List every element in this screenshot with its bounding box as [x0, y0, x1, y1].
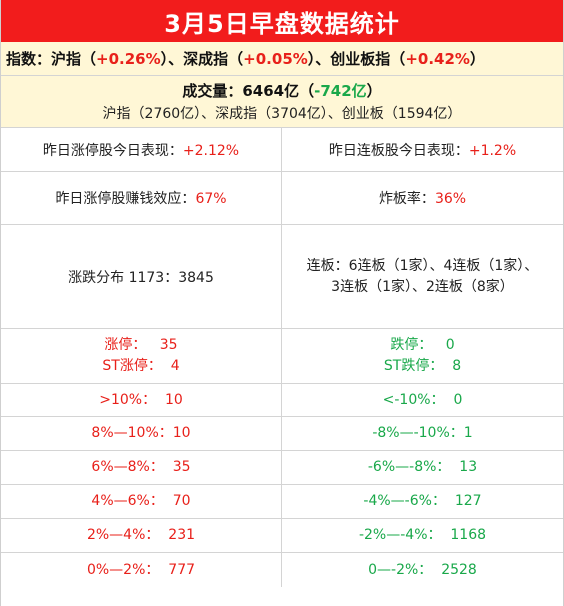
sz-index-change: +0.05%	[243, 49, 308, 68]
performance-row: 昨日涨停股今日表现：+2.12% 昨日连板股今日表现：+1.2%	[1, 128, 563, 172]
range-down-value: -6%—-8%： 13	[367, 459, 478, 475]
zt-effect-cell: 昨日涨停股赚钱效应：67%	[1, 172, 282, 224]
sz-index-name: 深成指（	[183, 50, 244, 68]
range-up-value: 2%—4%： 231	[86, 527, 196, 543]
sz-index-close: ）、	[307, 50, 331, 68]
range-row: >10%： 10 <-10%： 0	[1, 384, 563, 417]
range-down-value: -2%—-4%： 1168	[358, 527, 487, 543]
distribution-text: 涨跌分布 1173：3845	[68, 269, 214, 286]
zt-performance-value: +2.12%	[182, 142, 240, 159]
lianban-cell: 连板：6连板（1家）、4连板（1家）、 3连板（1家）、2连板（8家）	[282, 225, 563, 328]
lb-performance-label: 昨日连板股今日表现：	[328, 142, 469, 159]
zt-effect-value: 67%	[195, 191, 227, 207]
range-row: 0%—2%： 777 0—-2%： 2528	[1, 553, 563, 587]
zhaban-cell: 炸板率：36%	[282, 172, 563, 224]
index-label: 指数：	[6, 50, 52, 68]
range-down-value: <-10%： 0	[382, 391, 463, 408]
volume-change: -742亿	[314, 82, 367, 100]
volume-label: 成交量：6464亿（	[182, 82, 315, 100]
volume-close: ）	[366, 82, 382, 100]
range-down-cell: -2%—-4%： 1168	[282, 519, 563, 552]
range-row: 4%—6%： 70 -4%—-6%： 127	[1, 485, 563, 519]
range-up-cell: 6%—8%： 35	[1, 451, 282, 484]
range-row: 2%—4%： 231 -2%—-4%： 1168	[1, 519, 563, 553]
volume-detail: 沪指（2760亿）、深成指（3704亿）、创业板（1594亿）	[102, 106, 462, 122]
distribution-row: 涨跌分布 1173：3845 连板：6连板（1家）、4连板（1家）、 3连板（1…	[1, 225, 563, 329]
range-up-cell: 4%—6%： 70	[1, 485, 282, 518]
range-row: 6%—8%： 35 -6%—-8%： 13	[1, 451, 563, 485]
range-up-value: 4%—6%： 70	[91, 493, 191, 509]
range-down-cell: 0—-2%： 2528	[282, 553, 563, 587]
zhaban-label: 炸板率：	[378, 191, 435, 207]
range-up-value: 8%—10%：10	[91, 425, 191, 441]
range-down-cell: -4%—-6%： 127	[282, 485, 563, 518]
zt-performance-label: 昨日涨停股今日表现：	[42, 142, 183, 159]
distribution-cell: 涨跌分布 1173：3845	[1, 225, 282, 328]
range-down-value: 0—-2%： 2528	[368, 561, 477, 578]
zt-effect-label: 昨日涨停股赚钱效应：	[55, 191, 196, 207]
volume-total: 成交量：6464亿（-742亿）	[182, 80, 381, 101]
index-summary-row: 指数： 沪指（ +0.26% ）、 深成指（ +0.05% ）、 创业板指（ +…	[1, 42, 563, 76]
range-down-value: -8%—-10%：1	[372, 425, 473, 441]
lianban-line-2: 3连板（1家）、2连板（8家）	[331, 278, 514, 295]
range-up-value: >10%： 10	[99, 391, 183, 408]
limit-up-count: 涨停： 35	[104, 337, 178, 353]
limit-row: 涨停： 35 ST涨停： 4 跌停： 0 ST跌停： 8	[1, 329, 563, 384]
lb-performance-cell: 昨日连板股今日表现：+1.2%	[282, 128, 563, 171]
range-down-cell: -8%—-10%：1	[282, 417, 563, 450]
range-down-cell: -6%—-8%： 13	[282, 451, 563, 484]
limit-down-count: 跌停： 0	[390, 337, 455, 353]
sh-index-name: 沪指（	[51, 50, 97, 68]
sh-index-change: +0.26%	[96, 49, 161, 68]
range-down-value: -4%—-6%： 127	[363, 493, 482, 509]
cy-index-change: +0.42%	[405, 49, 470, 68]
range-up-value: 0%—2%： 777	[86, 561, 196, 578]
page-title: 3月5日早盘数据统计	[1, 0, 563, 42]
lb-performance-value: +1.2%	[468, 142, 517, 159]
range-row: 8%—10%：10 -8%—-10%：1	[1, 417, 563, 451]
zhaban-value: 36%	[434, 191, 467, 207]
cy-index-close: ）	[469, 50, 485, 68]
limit-up-cell: 涨停： 35 ST涨停： 4	[1, 329, 282, 383]
sh-index-close: ）、	[160, 50, 184, 68]
limit-down-cell: 跌停： 0 ST跌停： 8	[282, 329, 563, 383]
volume-row: 成交量：6464亿（-742亿） 沪指（2760亿）、深成指（3704亿）、创业…	[1, 76, 563, 128]
volume-cell: 成交量：6464亿（-742亿） 沪指（2760亿）、深成指（3704亿）、创业…	[1, 76, 563, 127]
effect-row: 昨日涨停股赚钱效应：67% 炸板率：36%	[1, 172, 563, 225]
range-up-cell: >10%： 10	[1, 384, 282, 416]
cy-index-name: 创业板指（	[330, 50, 406, 68]
st-limit-up-count: ST涨停： 4	[102, 358, 180, 374]
range-up-value: 6%—8%： 35	[91, 459, 191, 475]
range-up-cell: 2%—4%： 231	[1, 519, 282, 552]
zt-performance-cell: 昨日涨停股今日表现：+2.12%	[1, 128, 282, 171]
range-up-cell: 8%—10%：10	[1, 417, 282, 450]
range-down-cell: <-10%： 0	[282, 384, 563, 416]
range-up-cell: 0%—2%： 777	[1, 553, 282, 587]
lianban-line-1: 连板：6连板（1家）、4连板（1家）、	[306, 257, 539, 274]
st-limit-down-count: ST跌停： 8	[383, 358, 462, 374]
